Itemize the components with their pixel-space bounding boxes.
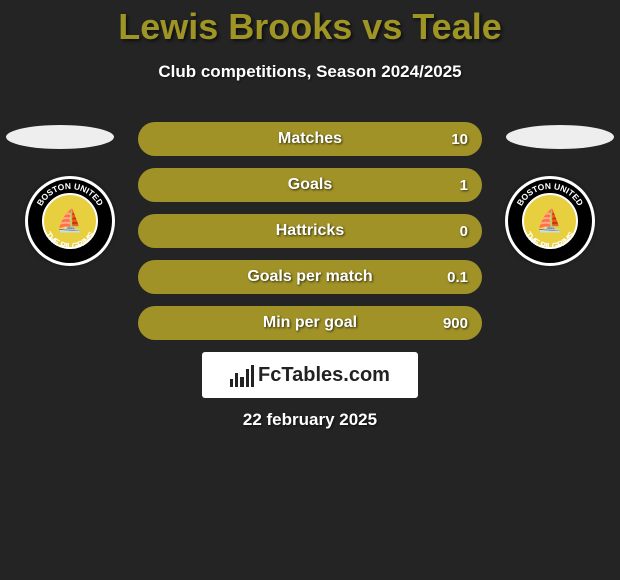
- left-team-badge: BOSTON UNITED THE PILGRIMS ⛵: [25, 176, 115, 266]
- stat-bar: 0.1Goals per match: [138, 260, 482, 294]
- right-team-ellipse: [506, 125, 614, 149]
- stat-bar: 0Hattricks: [138, 214, 482, 248]
- stats-container: 10Matches 1Goals 0Hattricks 0.1Goals per ma…: [138, 122, 482, 352]
- brand-box: FcTables.com: [202, 352, 418, 398]
- stat-right-value: 10: [451, 131, 468, 148]
- stat-right-value: 900: [443, 315, 468, 332]
- date-text: 22 february 2025: [0, 410, 620, 430]
- stat-bar: 900Min per goal: [138, 306, 482, 340]
- stat-right-value: 1: [460, 177, 468, 194]
- svg-text:BOSTON UNITED: BOSTON UNITED: [515, 181, 586, 208]
- svg-text:THE PILGRIMS: THE PILGRIMS: [523, 229, 576, 251]
- page-title: Lewis Brooks vs Teale: [0, 0, 620, 48]
- brand-chart-icon: [230, 363, 254, 387]
- subtitle: Club competitions, Season 2024/2025: [0, 62, 620, 82]
- left-team-ellipse: [6, 125, 114, 149]
- stat-right-value: 0: [460, 223, 468, 240]
- stat-bar: 10Matches: [138, 122, 482, 156]
- svg-text:BOSTON UNITED: BOSTON UNITED: [35, 181, 106, 208]
- svg-text:THE PILGRIMS: THE PILGRIMS: [43, 229, 96, 251]
- brand-text: FcTables.com: [258, 364, 390, 387]
- stat-right-value: 0.1: [447, 269, 468, 286]
- right-team-badge: BOSTON UNITED THE PILGRIMS ⛵: [505, 176, 595, 266]
- stat-bar: 1Goals: [138, 168, 482, 202]
